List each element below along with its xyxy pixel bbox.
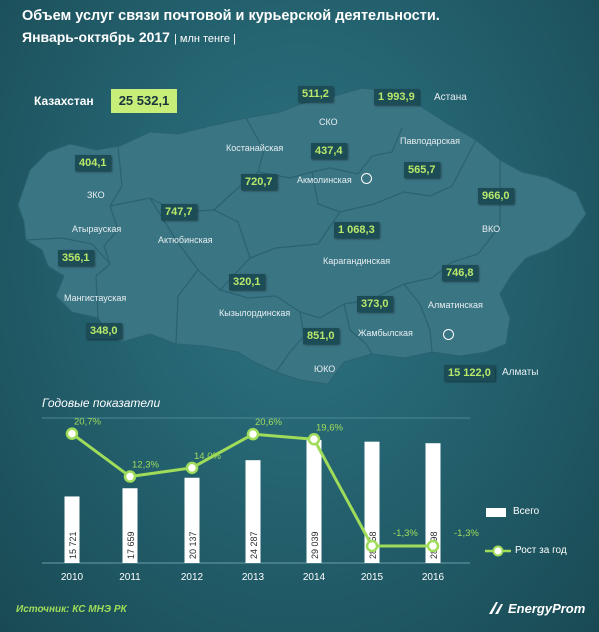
region-aktobe-value: 747,7 xyxy=(161,204,197,220)
growth-point-2013 xyxy=(246,427,260,441)
legend-line-swatch xyxy=(485,545,511,557)
bar-2012 xyxy=(184,477,200,563)
region-pavlodar-name: Павлодарская xyxy=(400,136,460,146)
growth-point-2010 xyxy=(65,427,79,440)
bar-2010 xyxy=(64,496,80,563)
region-akmola-name: Акмолинская xyxy=(297,175,352,185)
border-1 xyxy=(95,145,123,319)
bar-label-2014: 29 039 xyxy=(310,531,320,559)
region-mangystau-value: 348,0 xyxy=(86,323,122,339)
x-tick-2013: 2013 xyxy=(242,572,265,583)
region-kostanay-value: 720,7 xyxy=(241,174,277,190)
astana-marker-icon xyxy=(361,173,372,184)
kazakhstan-label: Казахстан xyxy=(34,94,94,108)
growth-label-2015: -1,3% xyxy=(393,528,418,539)
legend-line-label: Рост за год xyxy=(515,545,567,556)
region-karaganda-name: Карагандинская xyxy=(323,256,391,266)
border-6 xyxy=(311,139,477,213)
region-sko-name: СКО xyxy=(319,117,338,127)
region-zko-name: ЗКО xyxy=(87,190,105,200)
growth-label-2014: 19,6% xyxy=(316,422,343,433)
bar-2013 xyxy=(245,460,261,563)
bar-label-2012: 20 137 xyxy=(188,531,198,559)
region-atyrau-value: 356,1 xyxy=(58,250,94,266)
region-aktobe-name: Актюбинская xyxy=(158,235,213,245)
x-tick-2015: 2015 xyxy=(361,572,384,583)
region-pavlodar-value: 565,7 xyxy=(404,162,440,178)
region-atyrau-name: Атырауская xyxy=(72,224,122,234)
bar-label-2010: 15 721 xyxy=(68,531,78,559)
bar-2014 xyxy=(306,440,322,563)
kazakhstan-total-value: 25 532,1 xyxy=(111,89,177,113)
border-11 xyxy=(343,303,373,355)
x-tick-2011: 2011 xyxy=(119,572,141,583)
subtitle: Январь-октябрь 2017 | млн тенге | xyxy=(22,29,236,45)
region-vko-value: 966,0 xyxy=(478,188,514,204)
region-sko-value: 511,2 xyxy=(298,86,333,102)
almaty-marker-icon xyxy=(443,329,454,340)
period: Январь-октябрь 2017 xyxy=(22,29,170,45)
growth-label-2016: -1,3% xyxy=(454,528,479,539)
border-12 xyxy=(403,283,433,353)
region-almaty-obl-value: 746,8 xyxy=(442,265,478,281)
region-kyzylorda-name: Кызылординская xyxy=(219,308,291,318)
region-almaty-obl-name: Алматинская xyxy=(428,300,483,310)
bar-2015 xyxy=(364,441,380,563)
growth-label-2012: 14,0% xyxy=(194,451,221,462)
city-almaty-value: 15 122,0 xyxy=(444,365,495,381)
region-akmola-value: 437,4 xyxy=(311,143,347,159)
growth-point-2015 xyxy=(365,539,379,553)
region-yuko-name: ЮКО xyxy=(314,364,336,374)
growth-point-2014 xyxy=(307,433,321,446)
border-10 xyxy=(275,311,305,373)
region-zhambyl-value: 373,0 xyxy=(357,296,393,312)
bar-label-2013: 24 287 xyxy=(249,531,259,559)
region-kostanay-name: Костанайская xyxy=(226,143,284,153)
legend-bar-label: Всего xyxy=(513,506,540,517)
region-zko-value: 404,1 xyxy=(75,155,111,171)
annual-title: Годовые показатели xyxy=(42,396,161,410)
city-astana-name: Астана xyxy=(434,92,467,103)
city-astana-value: 1 993,9 xyxy=(374,89,419,105)
x-tick-2016: 2016 xyxy=(422,572,445,583)
region-karaganda-value: 1 068,3 xyxy=(334,222,379,238)
growth-label-2011: 12,3% xyxy=(132,460,159,471)
growth-label-2010: 20,7% xyxy=(74,417,101,428)
x-tick-2014: 2014 xyxy=(303,572,326,583)
bar-2011 xyxy=(122,488,138,563)
title: Объем услуг связи почтовой и курьерской … xyxy=(22,8,440,24)
brand-name: EnergyProm xyxy=(508,601,586,616)
region-yuko-value: 851,0 xyxy=(303,328,339,344)
border-2 xyxy=(25,237,111,265)
bar-2016 xyxy=(425,443,441,563)
border-5 xyxy=(257,127,403,179)
brand-logo-icon xyxy=(489,602,503,614)
region-mangystau-name: Мангистауская xyxy=(64,293,127,303)
growth-point-2012 xyxy=(185,461,199,475)
region-vko-name: ВКО xyxy=(482,224,501,234)
unit-label: | млн тенге | xyxy=(173,33,236,45)
region-kyzylorda-value: 320,1 xyxy=(229,274,265,290)
legend-bar-swatch xyxy=(486,508,506,517)
source: Источник: КС МНЭ РК xyxy=(16,604,127,615)
x-tick-2012: 2012 xyxy=(181,572,204,583)
region-zhambyl-name: Жамбылская xyxy=(358,328,413,338)
growth-point-2011 xyxy=(123,470,137,483)
city-almaty-name: Алматы xyxy=(502,367,539,378)
growth-point-2016 xyxy=(426,539,440,553)
bar-label-2011: 17 659 xyxy=(126,531,136,559)
border-9 xyxy=(175,269,199,345)
x-tick-2010: 2010 xyxy=(61,572,84,583)
growth-label-2013: 20,6% xyxy=(255,417,282,428)
